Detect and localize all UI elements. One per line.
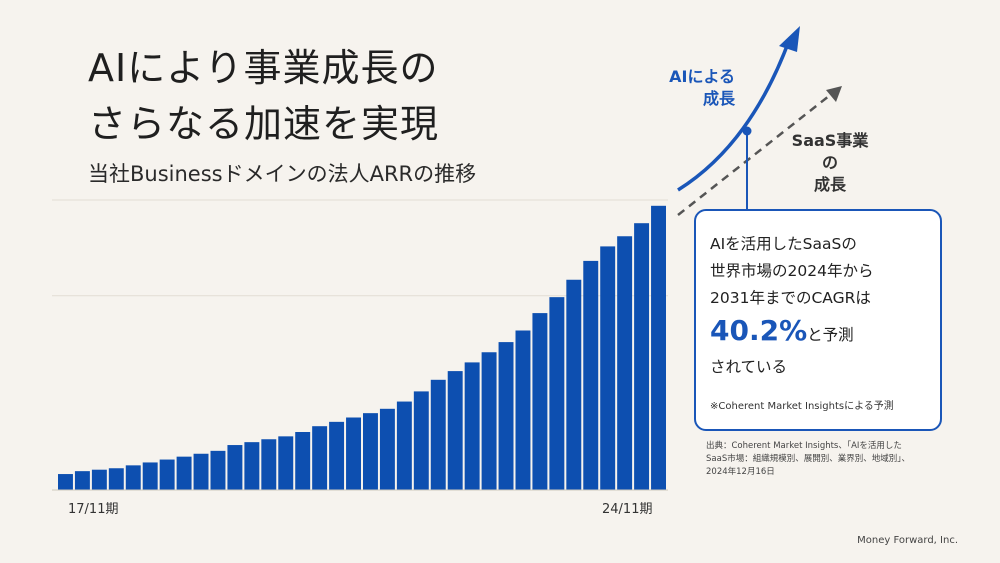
bar-22 [413, 391, 429, 490]
callout-note: ※Coherent Market Insightsによる予測 [710, 401, 894, 412]
saas-growth-arrow [677, 91, 835, 216]
page-title: AIにより事業成長の さらなる加速を実現 [88, 40, 439, 152]
bar-15 [295, 432, 311, 490]
cagr-callout-box: AIを活用したSaaSの 世界市場の2024年から 2031年までのCAGRは … [694, 209, 942, 431]
saas-growth-label-line-2: の [821, 153, 838, 172]
ai-growth-arrowhead [779, 26, 800, 52]
callout-line-5: されている [710, 358, 788, 376]
ai-growth-arrow [677, 37, 792, 192]
bar-36 [651, 205, 666, 491]
bar-14 [278, 436, 294, 490]
bar-16 [312, 426, 328, 490]
bar-19 [363, 413, 378, 490]
bar-29 [532, 313, 548, 490]
connector-dot [742, 126, 752, 136]
callout-line-1: AIを活用したSaaSの [710, 235, 857, 253]
cagr-value-suffix: と予測 [807, 326, 854, 344]
callout-line-2: 世界市場の2024年から [710, 262, 874, 280]
bar-4 [108, 468, 124, 490]
bar-8 [176, 456, 192, 490]
bar-27 [498, 342, 514, 490]
callout-line-3: 2031年までのCAGRは [710, 289, 871, 307]
bar-32 [583, 260, 599, 490]
bar-1 [58, 474, 73, 490]
bar-3 [91, 469, 107, 490]
title-line-1: AIにより事業成長の [88, 46, 439, 90]
bar-5 [125, 465, 141, 490]
saas-growth-label-line-1: SaaS事業 [791, 131, 869, 150]
cagr-value: 40.2% [710, 314, 808, 347]
ai-growth-label-line-2: 成長 [702, 89, 735, 108]
source-line-1: 出典：Coherent Market Insights、「AIを活用した [706, 441, 902, 451]
bar-24 [447, 371, 463, 490]
bar-26 [481, 352, 497, 490]
bar-13 [261, 439, 277, 490]
bar-6 [142, 462, 158, 490]
bar-2 [74, 471, 90, 490]
bar-31 [566, 279, 582, 490]
bar-12 [244, 442, 260, 490]
page-subtitle: 当社Businessドメインの法人ARRの推移 [88, 162, 477, 186]
x-tick-label-start: 17/11期 [68, 502, 119, 517]
bar-21 [396, 401, 412, 490]
bar-34 [617, 236, 633, 490]
bar-25 [464, 362, 480, 490]
callout-highlight-row: 40.2%と予測 [710, 312, 926, 354]
title-line-2: さらなる加速を実現 [88, 102, 440, 146]
company-footer: Money Forward, Inc. [857, 535, 958, 546]
bar-11 [227, 445, 243, 490]
source-line-3: 2024年12月16日 [706, 467, 775, 477]
bar-30 [549, 297, 565, 490]
bar-28 [515, 330, 531, 490]
ai-growth-label-line-1: AIによる [669, 67, 735, 86]
bar-10 [210, 450, 226, 490]
bar-17 [329, 421, 345, 490]
ai-growth-label: AIによる 成長 [640, 66, 735, 110]
source-citation: 出典：Coherent Market Insights、「AIを活用した Saa… [706, 440, 946, 479]
bar-23 [430, 379, 446, 490]
source-line-2: SaaS市場：組織規模別、展開別、業界別、地域別」、 [706, 454, 910, 464]
bar-20 [379, 408, 395, 490]
bar-9 [193, 453, 209, 490]
bar-35 [634, 223, 650, 490]
bar-33 [600, 246, 616, 490]
bar-18 [346, 417, 361, 490]
bar-7 [159, 459, 175, 490]
saas-growth-arrowhead [826, 86, 842, 102]
x-tick-label-end: 24/11期 [602, 502, 653, 517]
saas-growth-label-line-3: 成長 [813, 175, 846, 194]
saas-growth-label: SaaS事業 の 成長 [780, 130, 880, 196]
